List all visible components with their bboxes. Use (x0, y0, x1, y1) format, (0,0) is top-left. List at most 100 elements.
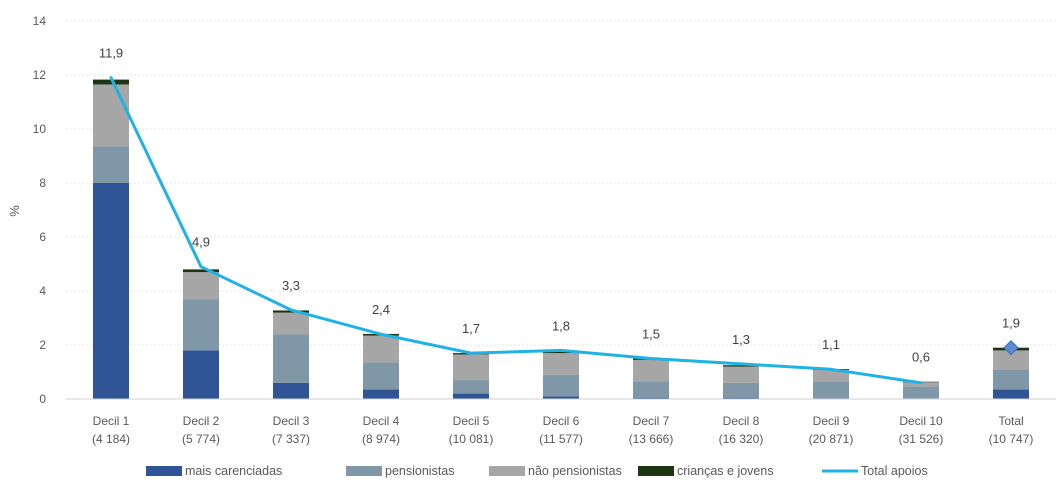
data-label: 2,4 (372, 302, 390, 317)
line-point (919, 381, 923, 384)
legend-label: Total apoios (861, 464, 928, 478)
x-tick-label: Decil 4 (363, 414, 400, 428)
bar-segment (813, 381, 849, 399)
bar-segment (273, 334, 309, 383)
bar-segment (633, 359, 669, 382)
gridlines (66, 20, 1056, 346)
data-label: 3,3 (282, 278, 300, 293)
data-label: 1,1 (822, 337, 840, 352)
x-tick-label: Decil 3 (273, 414, 310, 428)
total-apoios-line (109, 76, 923, 385)
line-point (829, 368, 833, 371)
bar-segment (183, 299, 219, 351)
x-tick-label: Decil 6 (543, 414, 580, 428)
x-tick-label: Decil 1 (93, 414, 130, 428)
x-tick-label: Decil 2 (183, 414, 220, 428)
bar-segment (183, 350, 219, 399)
y-axis-label: % (7, 205, 22, 217)
y-tick-label: 6 (39, 230, 46, 244)
total-line (109, 76, 1019, 385)
line-point (379, 333, 383, 336)
line-point (559, 349, 563, 352)
bar-segment (993, 389, 1029, 399)
data-labels: 11,9 4,9 3,3 2,4 1,7 1,8 1,5 1,3 1,1 0,6 1,9 (99, 46, 1020, 365)
x-tick-sublabel: (7 337) (272, 432, 310, 446)
bar-segment (993, 350, 1029, 370)
bar-segment (993, 369, 1029, 390)
bar-segment (633, 397, 669, 399)
line-point (739, 362, 743, 366)
data-label: 11,9 (99, 46, 123, 61)
line-point (289, 308, 293, 312)
y-tick-label: 4 (39, 284, 46, 298)
data-label-total: 1,9 (1002, 316, 1020, 331)
legend-swatch (146, 466, 182, 476)
bar-segment (813, 369, 849, 382)
bar-segment (453, 380, 489, 394)
bar-segment (93, 84, 129, 147)
x-tick-sublabel: (8 974) (362, 432, 400, 446)
bar-segment (273, 312, 309, 335)
bar-segment (183, 269, 219, 273)
x-tick-sublabel: (31 526) (899, 432, 944, 446)
data-label: 1,5 (642, 327, 660, 342)
data-label: 0,6 (912, 350, 930, 365)
y-tick-label: 10 (33, 122, 47, 136)
bar-segment (363, 362, 399, 390)
x-tick-label: Total (998, 414, 1023, 428)
bar-segment (363, 389, 399, 399)
line-point (469, 351, 473, 355)
legend-swatch (489, 466, 525, 476)
bar-segment (723, 382, 759, 398)
bar-segment (273, 382, 309, 399)
bar-segment (453, 393, 489, 399)
x-tick-sublabel: (11 577) (539, 432, 583, 446)
bar-segment (273, 310, 309, 313)
y-tick-label: 12 (33, 68, 47, 82)
x-tick-label: Decil 5 (453, 414, 490, 428)
bar-segment (93, 146, 129, 183)
bar-segment (93, 183, 129, 399)
x-tick-label: Decil 8 (723, 414, 760, 428)
bar-segment (723, 365, 759, 367)
bar-segment (543, 351, 579, 354)
x-tick-sublabel: (20 871) (809, 432, 854, 446)
bar-segment (453, 354, 489, 381)
legend-label: crianças e jovens (677, 464, 774, 478)
x-tick-sublabel: (5 774) (182, 432, 220, 446)
data-label: 4,9 (192, 235, 210, 250)
bar-segment (93, 79, 129, 85)
y-tick-label: 14 (33, 14, 47, 28)
line-point (649, 357, 653, 360)
x-tick-sublabel: (16 320) (719, 432, 764, 446)
x-tick-label: Decil 10 (899, 414, 943, 428)
total-marker (1003, 339, 1019, 356)
line-point (199, 265, 203, 268)
bar-segment (183, 272, 219, 300)
y-axis-ticks: 0 2 4 6 8 10 12 14 (33, 14, 47, 406)
line-point (109, 76, 113, 79)
y-tick-label: 2 (39, 338, 46, 352)
bar-segment (903, 386, 939, 399)
legend-label: não pensionistas (528, 464, 622, 478)
x-tick-label: Decil 7 (633, 414, 670, 428)
data-label: 1,8 (552, 318, 570, 333)
legend: mais carenciadas pensionistas não pensioni… (146, 464, 928, 478)
x-tick-sublabel: (10 747) (989, 432, 1034, 446)
bar-segment (633, 381, 669, 398)
bar-segment (723, 397, 759, 399)
bar-segment (543, 374, 579, 397)
data-label: 1,7 (462, 321, 480, 336)
legend-swatch (638, 466, 674, 476)
x-tick-sublabel: (13 666) (629, 432, 674, 446)
y-tick-label: 0 (39, 392, 46, 406)
legend-label: mais carenciadas (185, 464, 282, 478)
y-tick-label: 8 (39, 176, 46, 190)
x-tick-label: Decil 9 (813, 414, 850, 428)
bar-segment (363, 335, 399, 363)
legend-swatch (346, 466, 382, 476)
legend-label: pensionistas (385, 464, 455, 478)
bar-segment (543, 353, 579, 375)
bar-segment (543, 396, 579, 399)
